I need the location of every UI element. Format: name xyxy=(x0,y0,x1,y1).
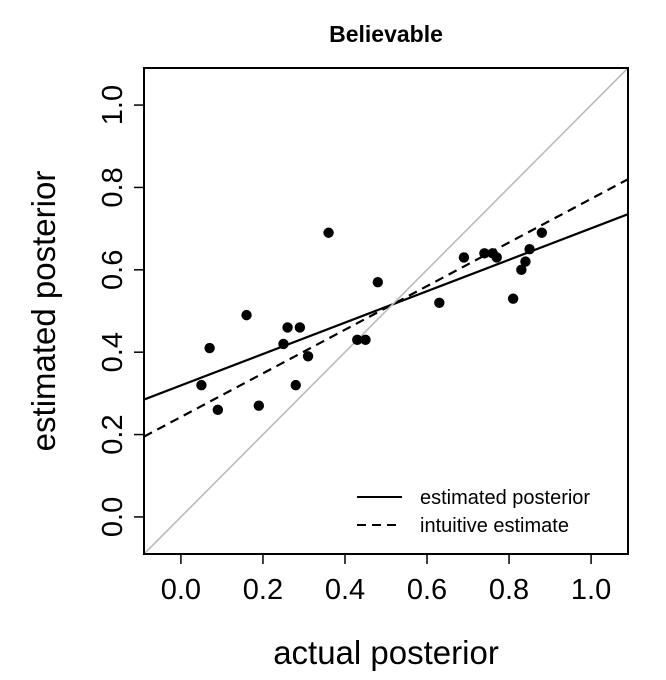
data-point xyxy=(524,244,535,255)
data-point xyxy=(479,248,490,259)
data-point xyxy=(434,297,445,308)
x-tick-label: 1.0 xyxy=(571,574,611,606)
y-tick-label: 1.0 xyxy=(97,85,129,125)
data-point xyxy=(294,322,306,333)
data-point xyxy=(372,276,383,288)
data-point xyxy=(458,252,470,263)
data-point xyxy=(536,227,548,238)
y-tick-label: 0.0 xyxy=(97,497,129,537)
plot-frame xyxy=(143,67,629,555)
x-tick-label: 0.2 xyxy=(243,574,283,606)
x-tick-label: 0.8 xyxy=(489,574,529,606)
y-tick-label: 0.2 xyxy=(97,414,129,454)
data-point xyxy=(253,400,265,411)
x-tick-label: 0.0 xyxy=(161,574,201,606)
legend-label-intuitive-estimate: intuitive estimate xyxy=(420,515,569,537)
data-point xyxy=(323,227,334,238)
data-point xyxy=(196,379,207,391)
x-axis: 0.0 0.2 0.4 0.6 0.8 1.0 xyxy=(161,554,611,606)
identity-line xyxy=(144,68,628,554)
data-point xyxy=(491,252,502,263)
line-intuitive-estimate xyxy=(144,178,628,438)
y-axis: 0.0 0.2 0.4 0.6 0.8 1.0 xyxy=(97,85,144,537)
data-point xyxy=(352,334,363,346)
data-point xyxy=(212,404,224,416)
data-points xyxy=(196,227,548,416)
legend: estimated posterior intuitive estimate xyxy=(357,487,590,537)
data-point xyxy=(290,379,301,391)
y-tick-label: 0.4 xyxy=(97,332,129,372)
data-point xyxy=(278,338,289,350)
chart-title: Believable xyxy=(329,21,443,47)
fit-lines xyxy=(144,68,628,554)
data-point xyxy=(507,293,519,304)
data-point xyxy=(516,264,527,276)
data-point xyxy=(204,342,215,354)
legend-label-estimated-posterior: estimated posterior xyxy=(420,487,590,509)
y-tick-label: 0.6 xyxy=(97,250,129,290)
y-axis-title: estimated posterior xyxy=(25,171,62,452)
x-axis-title: actual posterior xyxy=(273,634,499,671)
x-tick-label: 0.4 xyxy=(325,574,365,606)
data-point xyxy=(520,256,531,267)
data-point xyxy=(282,322,293,333)
x-tick-label: 0.6 xyxy=(407,574,447,606)
data-point xyxy=(241,309,252,321)
y-tick-label: 0.8 xyxy=(97,167,129,207)
data-point xyxy=(302,351,314,362)
data-point xyxy=(360,334,371,346)
